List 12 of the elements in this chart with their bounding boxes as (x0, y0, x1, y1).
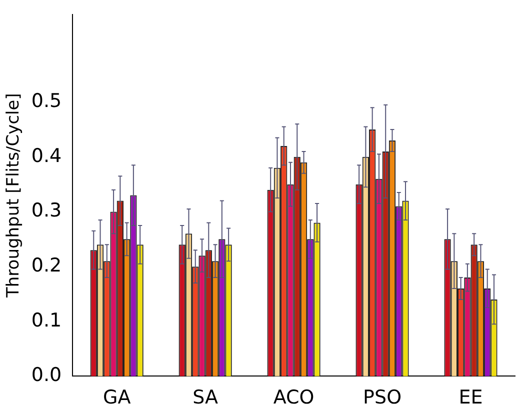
x-tick-label: PSO (363, 386, 402, 409)
x-tick-label: ACO (273, 386, 314, 409)
y-tick-label: 0.0 (31, 364, 62, 386)
y-axis-title: Throughput [Flits/Cycle] (4, 93, 24, 298)
y-tick-label: 0.3 (31, 200, 62, 222)
x-tick-label: SA (192, 386, 218, 409)
y-tick-label: 0.1 (31, 309, 62, 332)
x-tick-label: EE (458, 386, 483, 409)
y-tick-label: 0.2 (31, 254, 62, 276)
x-tick-label: GA (102, 386, 131, 409)
y-tick-label: 0.4 (31, 144, 62, 167)
y-tick-label: 0.5 (31, 90, 62, 112)
